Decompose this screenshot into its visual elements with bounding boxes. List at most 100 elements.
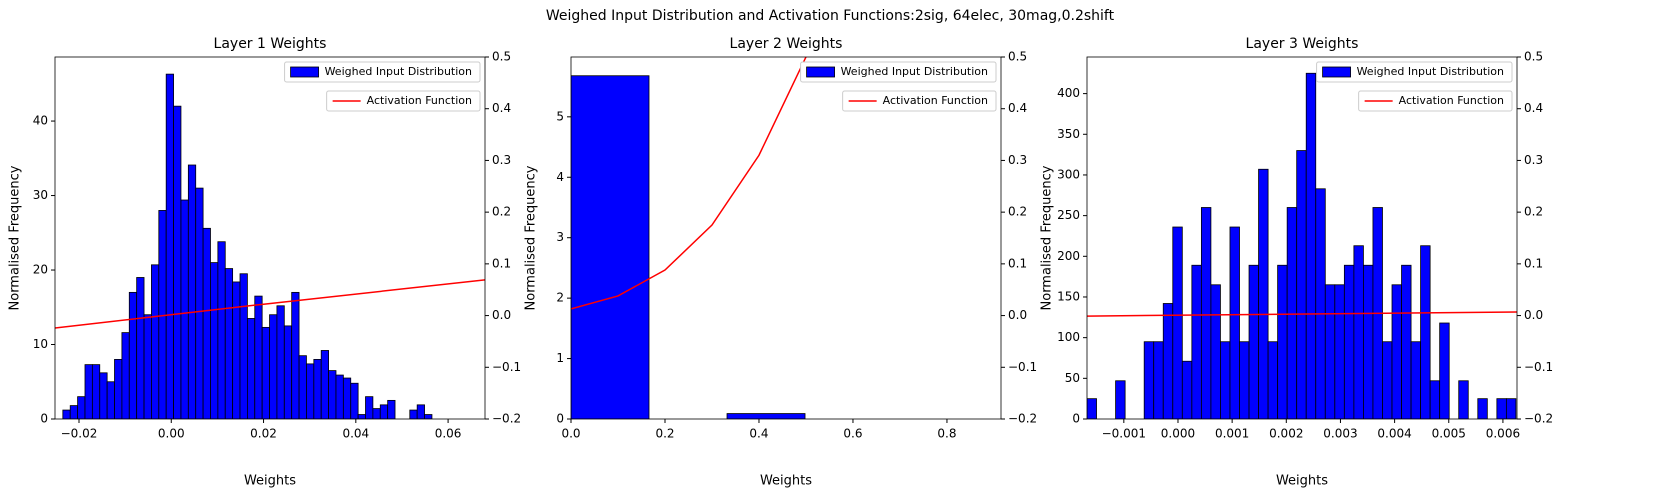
x-axis-label: Weights (1276, 474, 1328, 489)
legend-box (284, 61, 481, 83)
histogram-bar (320, 350, 329, 419)
panel: −0.001 0.000 0.001 0.002 0.003 0.004 0.005 0.00… (1040, 36, 1554, 489)
histogram-bar (350, 382, 359, 419)
legend-swatch (290, 66, 319, 78)
histogram-bar (1277, 264, 1288, 419)
x-tick-label: −0.001 (1102, 427, 1146, 441)
activation-line (1087, 311, 1517, 317)
histogram-bar (151, 264, 160, 419)
histogram-bar (298, 355, 307, 419)
histogram-bar (69, 405, 79, 419)
histogram-bar (1239, 341, 1250, 419)
y-tick-label: 4 (556, 170, 564, 184)
histogram-bar (1143, 341, 1155, 419)
x-tick-label: −0.02 (61, 427, 98, 441)
y2-tick-label: 0.5 (492, 50, 511, 64)
histogram-bar (1401, 264, 1412, 419)
y2-tick-label: −0.2 (1524, 412, 1553, 426)
histogram-bar (1334, 284, 1345, 419)
y2-tick-label: 0.0 (1524, 308, 1543, 322)
histogram-bar (143, 314, 152, 419)
legend-box (1358, 90, 1513, 112)
x-tick-label: 0.004 (1377, 427, 1411, 441)
histogram-bar (210, 262, 219, 419)
histogram-bar (1505, 398, 1517, 419)
y2-tick-label: 0.1 (1524, 256, 1543, 270)
x-tick-label: 0.6 (843, 427, 862, 441)
y2-tick-label: 0.2 (1008, 205, 1027, 219)
histogram-bar (328, 370, 337, 419)
y-tick-label: 30 (33, 188, 48, 202)
histogram-bar (232, 281, 241, 419)
x-tick-label: 0.002 (1269, 427, 1303, 441)
histogram-bar (1296, 150, 1307, 419)
x-axis-label: Weights (760, 474, 812, 489)
x-tick-label: 0.06 (435, 427, 462, 441)
histogram-bar (1353, 245, 1364, 419)
histogram-bar (128, 291, 138, 419)
histogram-bar (180, 199, 189, 419)
histogram-bar (1286, 207, 1298, 419)
histogram-bar (195, 187, 204, 419)
histogram-bar (424, 414, 433, 419)
y-axis-label: Normalised Frequency (8, 165, 23, 310)
histogram-bar (365, 396, 374, 419)
y-tick-label: 200 (1057, 249, 1080, 263)
legend-label: Weighed Input Distribution (325, 65, 472, 78)
histogram-bar (571, 75, 650, 419)
histogram-bar (77, 396, 86, 419)
histogram-bar (342, 377, 352, 419)
legend-label: Activation Function (367, 94, 472, 107)
histogram-bar (165, 73, 174, 419)
legend: Activation Function (842, 90, 997, 112)
y2-tick-label: 0.3 (1524, 153, 1543, 167)
y-tick-label: 150 (1057, 289, 1080, 303)
x-tick-label: 0.005 (1432, 427, 1466, 441)
y2-tick-label: 0.3 (492, 153, 511, 167)
histogram-bar (1496, 398, 1507, 419)
histogram-bar (1153, 341, 1164, 419)
histogram-bar (254, 295, 263, 419)
legend-swatch (1322, 66, 1351, 78)
histogram-bar (416, 404, 425, 419)
histogram-bar (1210, 284, 1221, 419)
histogram-bar (1477, 398, 1488, 419)
activation-line (571, 57, 807, 310)
histogram-bar (409, 409, 418, 419)
legend-label: Activation Function (883, 94, 988, 107)
y2-tick-label: 0.2 (1524, 205, 1543, 219)
axes-title: Layer 3 Weights (1246, 36, 1359, 52)
histogram-bar (187, 164, 197, 419)
histogram-bar (1162, 303, 1174, 419)
histogram-bar (372, 408, 381, 419)
legend-box (800, 61, 997, 83)
axes-frame (54, 56, 486, 420)
y2-tick-label: 0.2 (492, 205, 511, 219)
histogram-bar (379, 404, 389, 419)
y2-tick-label: −0.1 (492, 360, 521, 374)
histogram-bar (1181, 360, 1193, 419)
y-tick-label: 350 (1057, 127, 1080, 141)
y2-tick-label: 0.5 (1524, 50, 1543, 64)
histogram-bar (1429, 380, 1441, 419)
histogram-bar (1191, 264, 1202, 419)
y-tick-label: 3 (556, 230, 564, 244)
x-tick-label: 0.003 (1323, 427, 1357, 441)
histogram-bar (335, 374, 344, 419)
x-tick-label: 0.000 (1161, 427, 1195, 441)
histogram-bar (173, 105, 182, 419)
x-tick-label: 0.4 (749, 427, 768, 441)
histogram-bar (114, 359, 123, 419)
histogram-bar (99, 372, 108, 419)
histogram-bar (1458, 380, 1469, 419)
histogram-bar (1420, 245, 1431, 419)
y-tick-label: 1 (556, 351, 564, 365)
histogram-bar (217, 241, 226, 419)
histogram-bar (91, 364, 101, 419)
y2-tick-label: 0.4 (1524, 101, 1543, 115)
y2-tick-label: 0.0 (492, 308, 511, 322)
y2-tick-label: 0.1 (1008, 256, 1027, 270)
histogram-bar (62, 409, 71, 419)
legend: Activation Function (326, 90, 481, 112)
